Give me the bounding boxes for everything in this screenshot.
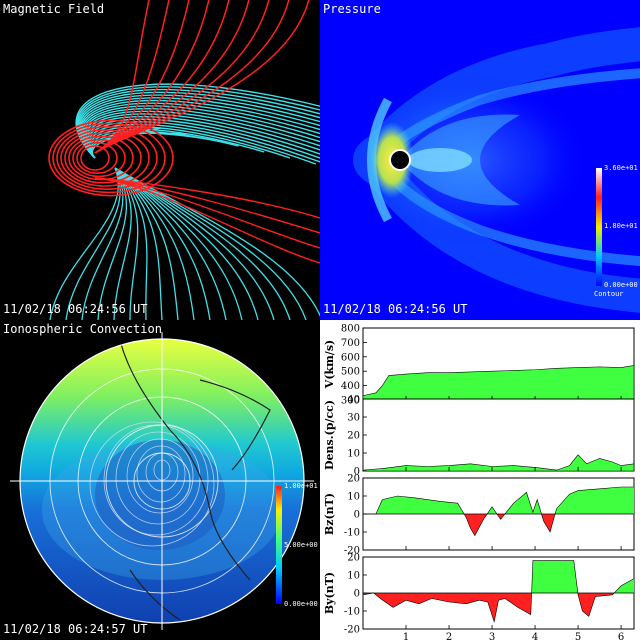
y-axis-label: V(km/s)	[323, 340, 336, 389]
magnetic-field-lines	[48, 0, 320, 320]
field-line-red	[80, 145, 110, 171]
pressure-colorbar-min: 0.00e+00	[604, 281, 638, 289]
field-line-red	[48, 119, 174, 197]
y-tick-label: 600	[341, 352, 360, 363]
ionosphere-map	[10, 332, 314, 630]
chart-3: 20 10 0 -10 -20 By(nT)	[323, 553, 635, 636]
chart-area	[362, 365, 635, 401]
x-tick-label: 4	[532, 632, 538, 640]
field-line-red	[56, 126, 158, 191]
pressure-colorbar	[596, 168, 602, 286]
field-line-red	[94, 177, 320, 264]
y-tick-label: 0	[354, 467, 360, 478]
pressure-colorbar-mid: 1.80e+01	[604, 222, 638, 230]
field-line-cyan	[114, 167, 139, 320]
y-tick-label: 10	[347, 449, 360, 460]
field-line-cyan	[97, 167, 127, 320]
y-tick-label: -20	[344, 546, 360, 557]
y-tick-label: -20	[344, 625, 360, 636]
magnetic-field-title: Magnetic Field	[3, 2, 105, 16]
y-axis-label: Bz(nT)	[323, 493, 336, 535]
chart-0: 800 700 600 500 400 300 V(km/s)	[323, 324, 635, 407]
field-line-cyan	[75, 83, 320, 159]
ionosphere-colorbar	[276, 486, 282, 604]
field-line-red	[52, 122, 166, 194]
chart-area	[362, 454, 635, 472]
field-line-cyan	[77, 91, 320, 159]
y-tick-label: 0	[354, 510, 360, 521]
ionosphere-colorbar-max: 1.00e+01	[284, 482, 318, 490]
pressure-title: Pressure	[323, 2, 381, 16]
field-line-cyan	[76, 86, 320, 159]
chart-area-negative	[363, 593, 634, 622]
field-line-red	[72, 138, 126, 178]
x-tick-label: 2	[446, 632, 452, 640]
field-line-red	[64, 132, 142, 184]
y-tick-label: 30	[347, 413, 360, 424]
field-line-cyan	[49, 167, 119, 320]
x-tick-label: 6	[618, 632, 624, 640]
field-line-cyan	[114, 167, 291, 320]
chart-line	[363, 486, 634, 537]
y-axis-label: By(nT)	[323, 572, 336, 614]
chart-area-positive	[363, 487, 634, 514]
chart-line	[362, 560, 635, 623]
pressure-colorbar-caption: Contour	[594, 290, 624, 298]
field-line-cyan	[65, 167, 121, 320]
ionosphere-colorbar-mid: 5.00e+00	[284, 541, 318, 549]
field-line-red	[68, 135, 134, 181]
field-line-cyan	[113, 167, 132, 320]
field-line-cyan	[114, 167, 148, 320]
x-tick-label: 5	[575, 632, 581, 640]
y-tick-label: 10	[347, 571, 360, 582]
ionosphere-colorbar-min: 0.00e+00	[284, 600, 318, 608]
y-tick-label: 800	[341, 324, 360, 335]
field-line-cyan	[87, 123, 317, 165]
field-line-cyan	[81, 105, 320, 159]
chart-2: 20 10 0 -10 -20 Bz(nT)	[323, 474, 635, 557]
pressure-colorbar-max: 3.60e+01	[604, 164, 638, 172]
ionospheric-convection-title: Ionospheric Convection	[3, 322, 162, 336]
field-line-cyan	[81, 167, 124, 320]
chart-1: 40 30 20 10 0 Dens.(p/cc)	[323, 395, 635, 478]
y-tick-label: 20	[347, 553, 360, 564]
y-tick-label: 400	[341, 381, 360, 392]
pressure-map	[350, 27, 640, 313]
field-line-red	[76, 142, 118, 175]
ionospheric-convection-timestamp: 11/02/18 06:24:57 UT	[3, 622, 148, 636]
field-line-cyan	[84, 116, 320, 159]
pressure-panel: Pressure 3.60e+01 1.80e+01 0.00e+00 Cont…	[320, 0, 640, 320]
y-tick-label: 0	[354, 589, 360, 600]
y-tick-label: 40	[347, 395, 360, 406]
field-line-cyan	[114, 167, 275, 320]
y-axis-label: Dens.(p/cc)	[323, 400, 336, 470]
y-tick-label: -10	[344, 607, 360, 618]
pressure-timestamp: 11/02/18 06:24:56 UT	[323, 302, 468, 316]
ionospheric-convection-panel: Ionospheric Convection 1.00e+01 5.00e+00…	[0, 320, 320, 640]
magnetic-field-panel: Magnetic Field 11/02/18 06:24:56 UT	[0, 0, 320, 320]
y-tick-label: 300	[341, 396, 360, 407]
y-tick-label: 20	[347, 431, 360, 442]
y-tick-label: -10	[344, 528, 360, 539]
y-tick-label: 20	[347, 474, 360, 485]
x-tick-label: 1	[403, 632, 409, 640]
x-tick-label: 3	[489, 632, 495, 640]
field-line-red	[60, 129, 150, 187]
y-tick-label: 700	[341, 338, 360, 349]
solar-wind-charts: 800700600500400300V(km/s)403020100Dens.(…	[323, 324, 635, 640]
field-line-cyan	[79, 97, 320, 159]
chart-area-positive	[363, 560, 634, 593]
y-tick-label: 10	[347, 492, 360, 503]
solar-wind-charts-panel: 800 700 600 500 400 300 V(km/s) 40 30 20 10 0 Dens.(…	[320, 320, 640, 640]
chart-frame	[362, 398, 635, 472]
field-line-red	[94, 0, 310, 154]
magnetic-field-timestamp: 11/02/18 06:24:56 UT	[3, 302, 148, 316]
y-tick-label: 500	[341, 367, 360, 378]
